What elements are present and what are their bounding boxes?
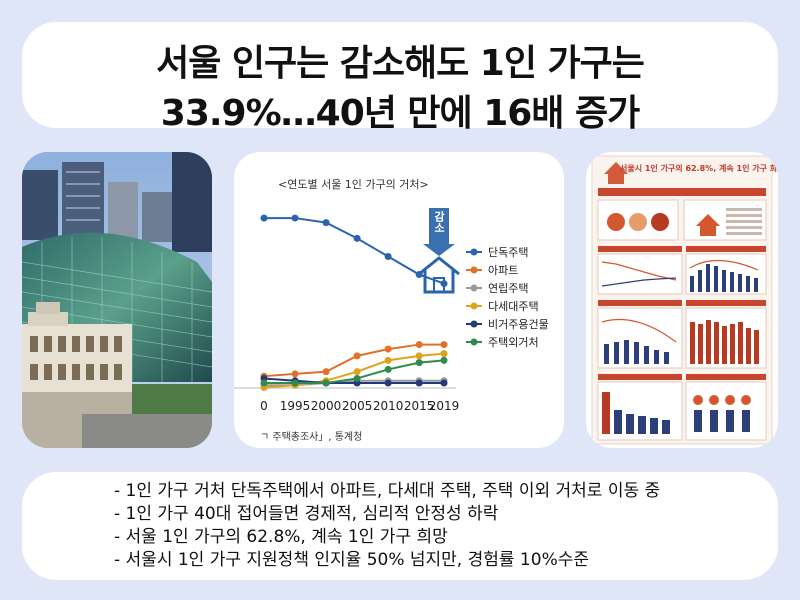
- series-point: [415, 379, 423, 387]
- house-door-icon: [433, 277, 445, 293]
- series-point: [322, 219, 330, 227]
- series-point: [291, 214, 299, 222]
- decrease-label: 감소: [433, 210, 446, 233]
- series-point: [291, 370, 299, 378]
- infographic-illustration: [591, 155, 773, 445]
- series-point: [384, 252, 392, 260]
- series-point: [322, 379, 330, 387]
- legend-label: 아파트: [488, 264, 518, 277]
- legend-label: 다세대주택: [488, 300, 539, 313]
- decrease-arrow-head: [423, 244, 455, 256]
- x-tick-label: 0: [260, 399, 268, 413]
- decrease-arrow-shaft: [429, 208, 449, 244]
- x-tick-label: 2019: [429, 399, 460, 413]
- legend-label: 비거주용건물: [488, 318, 549, 331]
- headline-line-1: 서울 인구는 감소해도 1인 가구는: [156, 43, 645, 84]
- summary-item: - 1인 가구 거처 단독주택에서 아파트, 다세대 주택, 주택 이외 거처로…: [114, 481, 661, 501]
- headline-line-2: 33.9%…40년 만에 16배 증가: [160, 93, 640, 134]
- series-point: [384, 379, 392, 387]
- x-tick-label: 2000: [311, 399, 342, 413]
- series-point: [440, 356, 448, 364]
- summary-item: - 1인 가구 40대 접어들면 경제적, 심리적 안정성 하락: [114, 504, 499, 524]
- series-point: [440, 350, 448, 358]
- infographic-thumbnail: 서울시 1인 가구의 62.8%, 계속 1인 가구 희망: [586, 152, 778, 448]
- series-point: [322, 368, 330, 376]
- series-point: [440, 341, 448, 349]
- series-point: [353, 352, 361, 360]
- legend-label: 단독주택: [488, 246, 528, 259]
- series-point: [353, 374, 361, 382]
- series-point: [415, 352, 423, 360]
- series-point: [384, 345, 392, 353]
- house-icon: [418, 256, 460, 294]
- legend-label: 주택외거처: [488, 336, 539, 349]
- series-point: [260, 379, 268, 387]
- x-tick-label: 2015: [404, 399, 435, 413]
- chart-caption: <연도별 서울 1인 가구의 거처>: [278, 178, 429, 191]
- seoul-city-hall-photo: [22, 152, 212, 448]
- x-tick-label: 2005: [342, 399, 373, 413]
- legend-label: 연립주택: [488, 282, 528, 295]
- headline-card: 서울 인구는 감소해도 1인 가구는 33.9%…40년 만에 16배 증가: [22, 22, 778, 134]
- summary-card: - 1인 가구 거처 단독주택에서 아파트, 다세대 주택, 주택 이외 거처로…: [22, 472, 778, 580]
- summary-list: - 1인 가구 거처 단독주택에서 아파트, 다세대 주택, 주택 이외 거처로…: [114, 480, 660, 572]
- infographic-title: 서울시 1인 가구의 62.8%, 계속 1인 가구 희망: [620, 164, 778, 173]
- summary-item: - 서울시 1인 가구 지원정책 인지율 50% 넘지만, 경험률 10%수준: [114, 550, 589, 570]
- x-tick-label: 1995: [280, 399, 311, 413]
- series-point: [440, 379, 448, 387]
- series-point: [260, 214, 268, 222]
- chart-source: ㄱ 주택총조사」, 통계청: [260, 432, 363, 443]
- city-hall-illustration: [22, 152, 212, 448]
- series-point: [415, 359, 423, 367]
- series-point: [384, 365, 392, 373]
- series-point: [353, 368, 361, 376]
- series-point: [384, 356, 392, 364]
- series-point: [353, 234, 361, 242]
- series-point: [415, 341, 423, 349]
- series-point: [291, 379, 299, 387]
- x-tick-label: 2010: [373, 399, 404, 413]
- summary-item: - 서울 1인 가구의 62.8%, 계속 1인 가구 희망: [114, 527, 448, 547]
